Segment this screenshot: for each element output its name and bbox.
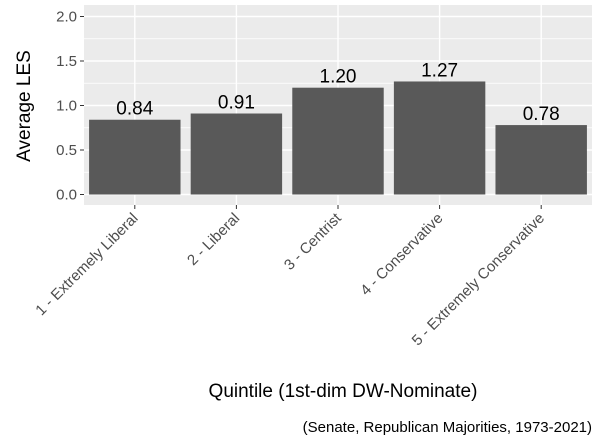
data-label-4: 1.27 bbox=[421, 60, 458, 81]
data-label-2: 0.91 bbox=[218, 93, 255, 114]
bars bbox=[89, 81, 587, 195]
y-axis-ticks: 0.0 0.5 1.0 1.5 2.0 bbox=[56, 9, 84, 204]
bar-2 bbox=[190, 113, 283, 195]
x-axis-ticks: 1 - Extremely Liberal 2 - Liberal 3 - Cent… bbox=[32, 205, 548, 349]
x-tick-label: 3 - Centrist bbox=[281, 209, 345, 273]
y-axis-title: Average LES bbox=[14, 50, 35, 162]
data-label-5: 0.78 bbox=[523, 104, 560, 125]
bar-4 bbox=[393, 81, 486, 195]
bar-5 bbox=[495, 125, 587, 195]
bar-3 bbox=[292, 87, 384, 195]
x-tick-label: 4 - Conservative bbox=[357, 210, 446, 299]
data-labels: 0.84 0.91 1.20 1.27 0.78 bbox=[116, 60, 559, 125]
x-tick-label: 1 - Extremely Liberal bbox=[32, 210, 141, 319]
y-tick-label: 1.0 bbox=[56, 98, 77, 115]
y-tick-label: 0.0 bbox=[56, 187, 77, 204]
chart-caption: (Senate, Republican Majorities, 1973-202… bbox=[303, 419, 592, 436]
y-tick-label: 2.0 bbox=[56, 9, 77, 26]
x-tick-label: 2 - Liberal bbox=[184, 210, 243, 269]
data-label-1: 0.84 bbox=[116, 99, 153, 120]
data-label-3: 1.20 bbox=[320, 67, 357, 88]
y-tick-label: 0.5 bbox=[56, 142, 77, 159]
bar-1 bbox=[89, 119, 181, 195]
y-tick-label: 1.5 bbox=[56, 53, 77, 70]
x-axis-title: Quintile (1st-dim DW-Nominate) bbox=[209, 381, 478, 402]
